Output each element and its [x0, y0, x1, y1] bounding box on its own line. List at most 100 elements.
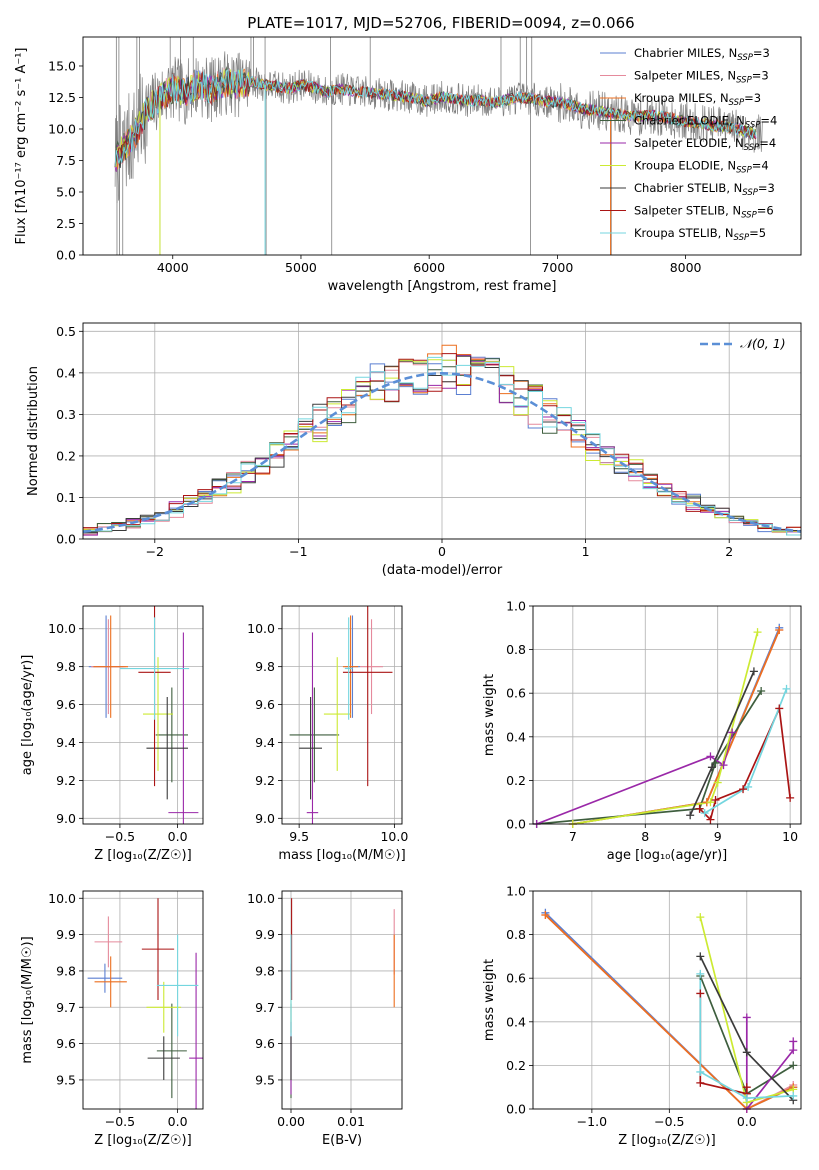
legend-label-text: Salpeter MILES, N [634, 69, 736, 83]
y-tick-label: 0.0 [506, 1102, 526, 1117]
weight-point-marker [686, 811, 695, 820]
y-tick-label: 5.0 [56, 184, 76, 199]
legend-label: Kroupa STELIB, NSSP=5 [634, 226, 766, 243]
x-tick-label: 6000 [413, 260, 445, 275]
x-tick-label: 0.0 [168, 829, 188, 844]
legend-label-text: Chabrier ELODIE, N [634, 114, 745, 128]
y-axis-label: mass [log₁₀(M/M☉)] [20, 936, 35, 1063]
weight-point-marker [695, 804, 704, 813]
x-tick-label: 0 [438, 544, 446, 559]
legend-label: Chabrier ELODIE, NSSP=4 [634, 114, 777, 131]
legend-label-sub: SSP [744, 143, 760, 153]
y-tick-label: 9.5 [255, 1072, 275, 1087]
legend-label: 𝒩(0, 1) [740, 336, 786, 351]
x-tick-label: 8 [641, 829, 649, 844]
weight-series-line [536, 732, 734, 824]
axes-frame [281, 605, 403, 825]
legend-label-text: Salpeter ELODIE, N [634, 136, 744, 150]
weight-point-marker [711, 796, 720, 805]
y-tick-label: 0.0 [506, 817, 526, 832]
y-tick-label: 9.8 [56, 659, 76, 674]
legend-label-sub: SSP [736, 166, 752, 176]
weight-point-marker [696, 1067, 705, 1076]
weight-point-marker [706, 815, 715, 824]
y-tick-label: 10.0 [48, 121, 76, 136]
x-axis-label: E(B-V) [322, 1133, 362, 1148]
y-tick-label: 10.0 [247, 621, 275, 636]
x-tick-label: −2 [146, 544, 164, 559]
axes-frame [532, 890, 802, 1110]
model-spectrum-line [114, 71, 757, 167]
histogram-step-line [83, 356, 801, 536]
x-tick-label: 7 [569, 829, 577, 844]
y-tick-label: 9.2 [255, 773, 275, 788]
weight-point-marker [541, 910, 550, 919]
weight-point-marker [744, 782, 753, 791]
y-tick-label: 0.8 [506, 927, 526, 942]
x-tick-label: 4000 [157, 260, 189, 275]
legend-label-sub: SSP [734, 233, 750, 243]
weight-point-marker [742, 1013, 751, 1022]
legend-label-suffix: =3 [752, 69, 769, 83]
y-axis-label: mass weight [482, 959, 497, 1041]
y-tick-label: 0.2 [56, 448, 76, 463]
y-axis-label: Normed distribution [26, 366, 41, 496]
weight-point-marker [696, 952, 705, 961]
legend-label-suffix: =4 [752, 159, 769, 173]
weight-point-marker [711, 758, 720, 767]
legend-label-text: Salpeter STELIB, N [634, 204, 741, 218]
weight-point-marker [757, 687, 766, 696]
y-tick-label: 9.0 [255, 811, 275, 826]
chart-spectrum: 4000 5000 6000 7000 8000 0.0 2.5 5.0 7.5 10.0 12.5… [14, 36, 802, 294]
y-tick-label: 9.4 [56, 735, 76, 750]
legend-label: Chabrier MILES, NSSP=3 [634, 46, 770, 63]
weight-point-marker [696, 913, 705, 922]
y-tick-label: 9.6 [56, 1036, 76, 1051]
plot-area [83, 891, 203, 1109]
weight-series-line [699, 973, 794, 1099]
y-tick-label: 10.0 [48, 891, 76, 906]
legend-label-text: Chabrier STELIB, N [634, 181, 742, 195]
legend-label: Salpeter STELIB, NSSP=6 [634, 204, 774, 221]
legend-label-suffix: =3 [753, 46, 770, 60]
y-tick-label: 9.5 [56, 1072, 76, 1087]
model-spectrum-line [114, 70, 757, 169]
weight-series-line [745, 1017, 795, 1109]
legend-label-text: Kroupa STELIB, N [634, 226, 734, 240]
legend-label: Chabrier STELIB, NSSP=3 [634, 181, 775, 198]
y-tick-label: 2.5 [56, 216, 76, 231]
weight-point-marker [753, 628, 762, 637]
plot-area [83, 323, 801, 539]
plot-area [282, 891, 402, 1109]
legend-label-text: Kroupa MILES, N [634, 91, 729, 105]
legend-label-sub: SSP [741, 211, 757, 221]
legend-label-sub: SSP [737, 53, 753, 63]
axes-frame [82, 36, 802, 256]
x-tick-label: −0.5 [105, 829, 135, 844]
x-tick-label: 9.5 [289, 829, 309, 844]
x-tick-label: 2 [725, 544, 733, 559]
x-tick-label: 0.01 [337, 1114, 365, 1129]
legend-label: Salpeter ELODIE, NSSP=4 [634, 136, 776, 153]
axes-frame [82, 605, 204, 825]
y-tick-label: 12.5 [48, 90, 76, 105]
weight-point-marker [707, 763, 716, 772]
y-tick-label: 15.0 [48, 58, 76, 73]
axes-frame [82, 890, 204, 1110]
weight-point-marker [706, 798, 715, 807]
legend-label-suffix: =3 [758, 181, 775, 195]
x-tick-label: −0.5 [654, 1114, 684, 1129]
y-tick-label: 0.3 [56, 407, 76, 422]
x-tick-label: −0.5 [105, 1114, 135, 1129]
y-tick-label: 9.4 [255, 735, 275, 750]
y-axis-label: Flux [fλ10⁻¹⁷ erg cm⁻² s⁻¹ A⁻¹] [14, 48, 29, 245]
weight-point-marker [739, 785, 748, 794]
y-axis-label: age [log₁₀(age/yr)] [20, 655, 35, 776]
weight-point-marker [789, 1037, 798, 1046]
x-axis-label: age [log₁₀(age/yr)] [607, 848, 728, 863]
weight-point-marker [789, 1046, 798, 1055]
y-tick-label: 0.8 [506, 642, 526, 657]
x-axis-label: Z [log₁₀(Z/Z☉)] [618, 1133, 715, 1148]
y-tick-label: 9.8 [56, 963, 76, 978]
